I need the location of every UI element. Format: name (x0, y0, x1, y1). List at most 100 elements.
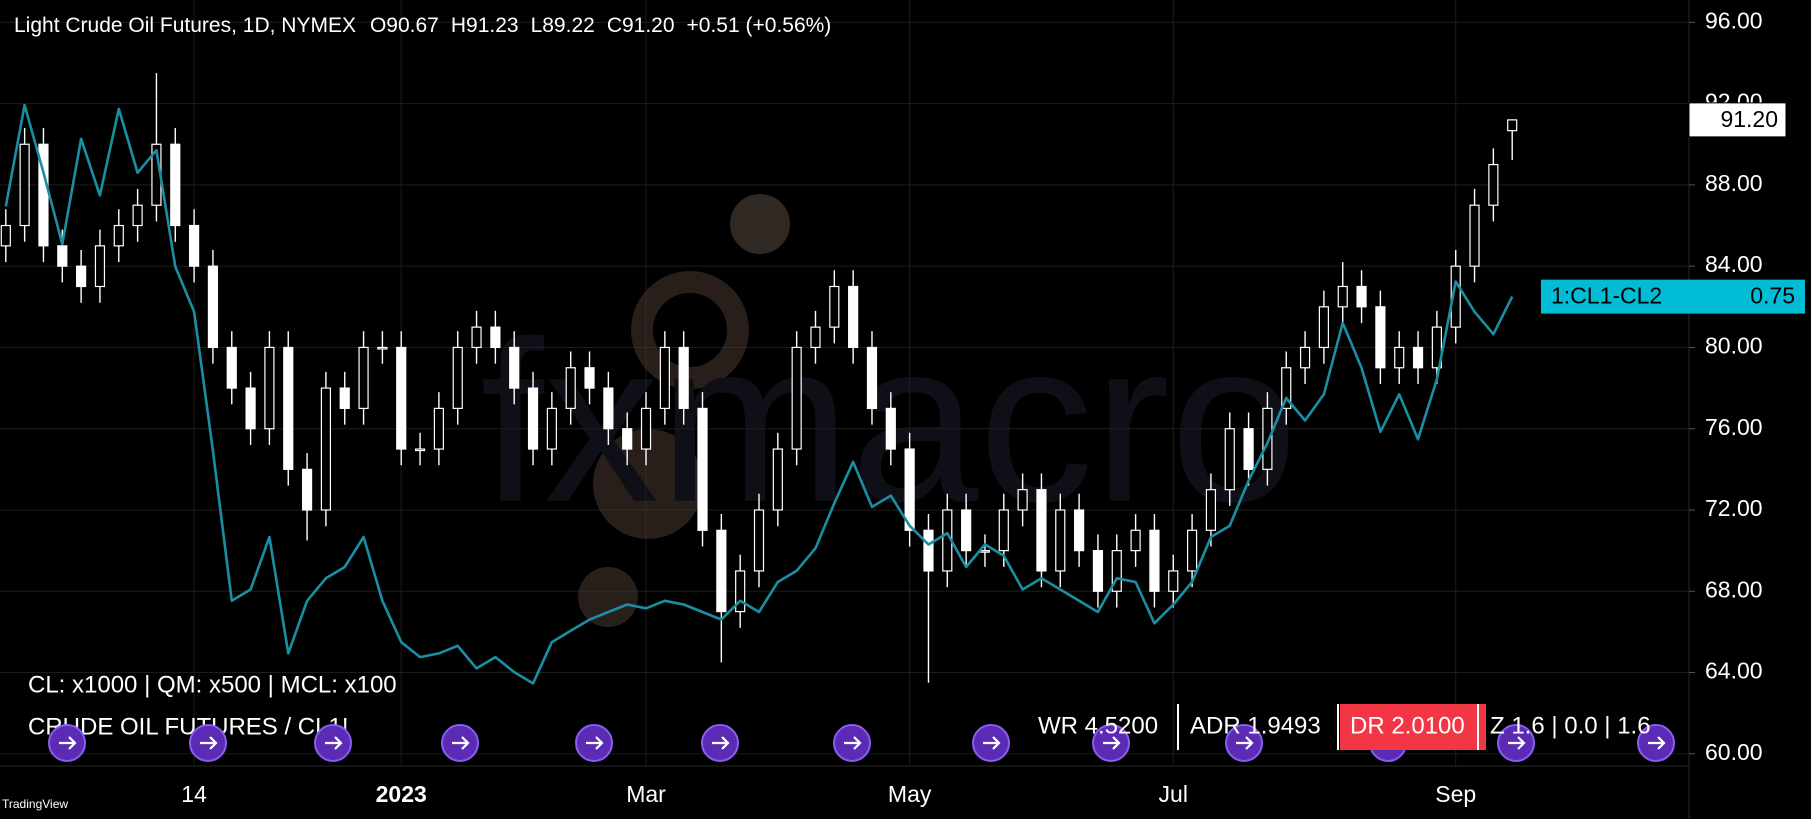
candle-body (584, 367, 595, 389)
candle-body (170, 143, 181, 227)
candle-body (1149, 529, 1160, 592)
y-tick-label: 64.00 (1705, 658, 1763, 684)
candle-body (810, 326, 821, 349)
y-tick-label: 96.00 (1705, 7, 1763, 33)
candle-body (640, 407, 652, 450)
candle-body (678, 346, 689, 409)
candle-body (848, 285, 859, 349)
candle-body (1036, 489, 1047, 572)
ohlc-change: +0.51 (+0.56%) (687, 14, 832, 37)
grid (0, 0, 1689, 766)
ohlc-value: C91.20 (607, 14, 675, 37)
event-arrow (1508, 736, 1526, 750)
candle-body (923, 529, 934, 572)
candle-body (1375, 306, 1386, 369)
candle-body (885, 407, 896, 450)
x-tick-label: Jul (1159, 781, 1188, 807)
x-tick-label: 14 (181, 781, 207, 807)
candle-body (1186, 529, 1198, 572)
series-last-value: 0.75 (1750, 283, 1795, 309)
title: Light Crude Oil Futures, 1D, NYMEX (14, 14, 356, 37)
y-tick-label: 84.00 (1705, 251, 1763, 277)
candle-body (1092, 550, 1104, 592)
candle-body (377, 346, 388, 350)
candle-body (753, 509, 765, 572)
event-arrow (844, 736, 862, 750)
candle-body (94, 245, 106, 288)
stat-highlight (1340, 704, 1486, 750)
annotation: CL: x1000 | QM: x500 | MCL: x100 (28, 671, 397, 698)
candle-body (1262, 407, 1273, 470)
event-arrow (1648, 736, 1666, 750)
event-arrow (59, 736, 77, 750)
candle-body (433, 407, 444, 450)
candle-body (565, 367, 576, 409)
candle-body (283, 346, 294, 470)
y-tick-label: 60.00 (1705, 739, 1763, 765)
event-icons (48, 724, 1675, 762)
y-tick-label: 68.00 (1705, 576, 1763, 602)
candle-body (1074, 509, 1085, 552)
ohlc-value: L89.22 (531, 14, 595, 37)
candle-body (1130, 529, 1141, 552)
y-tick-label: 72.00 (1705, 495, 1763, 521)
candle-body (1017, 489, 1028, 511)
stat: Z 1.6 | 0.0 | 1.6 (1490, 712, 1651, 739)
candle-body (998, 509, 1009, 552)
line-series (4, 103, 1514, 685)
candle-body (1224, 428, 1235, 491)
candle-body (527, 387, 539, 450)
event-arrow (200, 736, 218, 750)
candle-body (452, 346, 463, 409)
candle-body (509, 346, 520, 389)
candle-body (38, 143, 49, 247)
plot (0, 73, 1518, 685)
candle-body (320, 387, 332, 511)
candle-body (1243, 428, 1254, 470)
candle-body (1356, 285, 1367, 308)
candle-body (735, 570, 746, 613)
candle-body (1394, 346, 1405, 369)
candle-body (396, 346, 407, 450)
candle-body (132, 204, 143, 227)
x-tick-label: Sep (1435, 781, 1476, 807)
event-arrow (1236, 736, 1254, 750)
candle-body (659, 346, 670, 409)
last-price-label: 91.20 (1720, 106, 1778, 132)
series-name: 1:CL1-CL2 (1551, 283, 1662, 309)
y-tick-label: 76.00 (1705, 414, 1763, 440)
candle-body (490, 326, 501, 349)
candle-body (1111, 550, 1122, 592)
candle-body (339, 387, 350, 409)
candle-body (57, 245, 68, 267)
logo-dot (578, 567, 638, 627)
candle-body (1281, 367, 1292, 409)
y-tick-label: 80.00 (1705, 333, 1763, 359)
candle-body (716, 529, 727, 613)
candle-body (829, 285, 840, 328)
ohlc-value: H91.23 (451, 14, 519, 37)
candle-body (904, 448, 915, 531)
event-arrow (452, 736, 470, 750)
logo-dot (730, 194, 790, 254)
x-tick-label: 2023 (376, 781, 427, 807)
candle-body (1431, 326, 1442, 369)
candle-body (471, 326, 482, 349)
candle-body (772, 448, 783, 511)
candle-body (1205, 489, 1217, 531)
candle-body (1412, 346, 1424, 369)
candle-body (189, 224, 200, 267)
y-tick-label: 88.00 (1705, 170, 1763, 196)
brand: TradingView (2, 797, 68, 811)
candle-body (301, 468, 313, 511)
candle-body (546, 407, 557, 450)
candle-body (791, 346, 802, 450)
candle-body (414, 448, 426, 452)
candle-body (264, 346, 275, 430)
candle-body (0, 224, 11, 247)
candle-body (113, 224, 124, 247)
x-tick-label: May (888, 781, 932, 807)
logo-ring (631, 271, 749, 389)
event-arrow (983, 736, 1001, 750)
